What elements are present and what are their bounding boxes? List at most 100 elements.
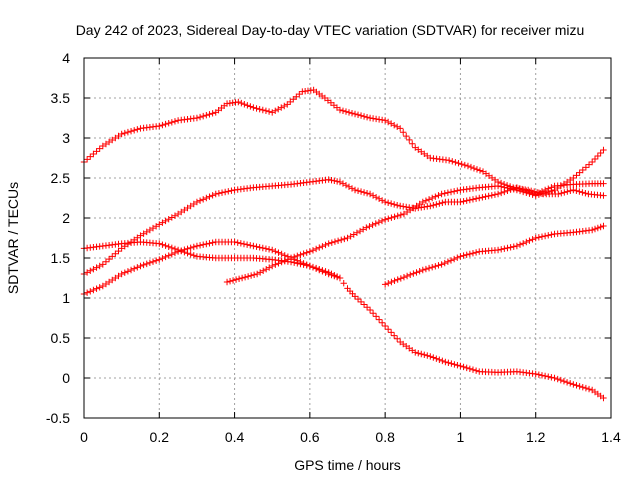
data-point — [451, 361, 458, 368]
data-point — [532, 234, 539, 242]
data-point — [256, 244, 263, 251]
data-point — [393, 335, 401, 342]
data-point — [430, 354, 437, 361]
data-point — [438, 261, 445, 268]
data-point — [579, 166, 586, 174]
data-point — [570, 186, 577, 194]
data-point — [325, 240, 332, 247]
data-point — [463, 364, 470, 372]
data-point — [545, 188, 552, 196]
data-point — [369, 192, 377, 199]
data-point — [567, 380, 574, 387]
x-tick-label: 1.4 — [601, 429, 621, 445]
data-point — [513, 242, 521, 250]
data-point — [269, 109, 276, 116]
data-point — [336, 106, 344, 114]
data-point — [90, 266, 97, 273]
data-point — [436, 200, 443, 207]
data-point — [491, 191, 499, 198]
data-point — [354, 187, 362, 194]
data-point — [476, 194, 483, 202]
data-point — [588, 158, 596, 166]
data-point — [573, 172, 580, 179]
data-point — [339, 107, 347, 114]
data-point — [564, 188, 571, 195]
data-point — [425, 196, 433, 203]
data-point — [545, 373, 552, 380]
data-point — [403, 272, 411, 280]
data-point — [501, 184, 508, 191]
data-point — [353, 229, 361, 236]
data-point — [563, 379, 571, 386]
data-point — [105, 255, 113, 263]
data-point — [162, 253, 169, 261]
data-point — [109, 253, 116, 260]
data-point — [469, 250, 477, 257]
data-point — [300, 250, 307, 257]
data-point — [235, 275, 243, 282]
data-point — [498, 246, 505, 253]
data-point — [366, 306, 374, 314]
data-point — [485, 192, 492, 200]
data-point — [390, 332, 398, 339]
data-point — [582, 190, 589, 197]
data-point — [394, 276, 401, 283]
y-tick-label: 1.5 — [51, 250, 71, 266]
x-axis-label: GPS time / hours — [294, 457, 401, 473]
data-point — [472, 367, 480, 374]
data-point — [545, 232, 552, 239]
data-point — [200, 112, 207, 120]
data-point — [387, 329, 395, 336]
data-point — [469, 196, 477, 203]
data-point — [463, 197, 470, 204]
data-point — [360, 113, 368, 120]
data-point — [281, 102, 288, 110]
data-point — [494, 182, 502, 190]
data-point — [387, 120, 395, 127]
data-point — [265, 108, 273, 115]
data-point — [171, 245, 179, 253]
data-point — [425, 264, 433, 272]
data-point — [333, 273, 341, 280]
data-point — [241, 274, 249, 281]
data-point — [390, 201, 398, 208]
data-point — [143, 260, 150, 268]
data-point — [435, 192, 442, 199]
data-point — [455, 160, 462, 167]
data-point — [206, 240, 213, 247]
data-point — [441, 190, 448, 197]
data-point — [454, 362, 461, 369]
data-point — [83, 289, 91, 296]
data-point — [504, 244, 511, 252]
data-point — [466, 250, 474, 258]
data-point — [331, 177, 338, 184]
data-point — [363, 190, 371, 197]
data-point — [381, 322, 389, 330]
data-point — [378, 217, 386, 225]
data-point — [350, 231, 357, 238]
data-point — [516, 241, 524, 248]
y-axis-label: SDTVAR / TECUs — [5, 182, 21, 294]
data-point — [449, 158, 456, 165]
data-point — [240, 240, 248, 248]
data-point — [452, 159, 459, 166]
data-point — [393, 202, 401, 209]
data-point — [121, 129, 128, 137]
data-point — [159, 241, 166, 248]
data-point — [551, 374, 558, 382]
data-point — [345, 109, 353, 116]
data-point — [357, 188, 365, 195]
data-point — [325, 269, 332, 276]
data-point — [366, 223, 373, 230]
data-point — [284, 256, 292, 263]
data-point — [532, 192, 539, 199]
data-point — [328, 177, 335, 184]
data-point — [272, 107, 279, 114]
data-point — [600, 180, 607, 187]
data-point — [372, 194, 380, 201]
data-point — [372, 313, 380, 320]
data-point — [190, 252, 197, 259]
data-point — [340, 280, 347, 287]
data-point — [585, 161, 593, 168]
data-point — [331, 238, 339, 245]
